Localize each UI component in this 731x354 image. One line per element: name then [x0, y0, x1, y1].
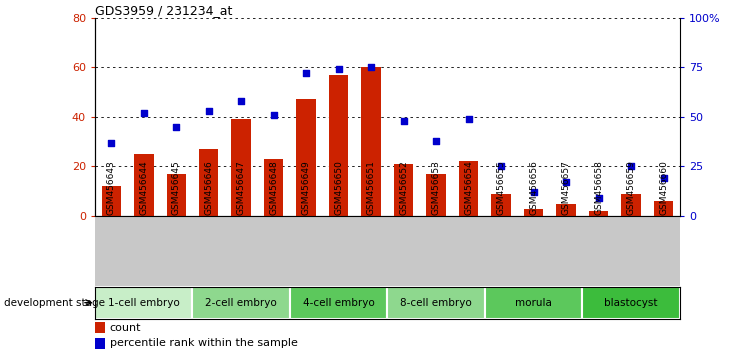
Bar	[290, 287, 387, 319]
Point	[625, 164, 637, 169]
Bar	[95, 338, 105, 349]
Text: 2-cell embryo: 2-cell embryo	[205, 298, 277, 308]
Point	[333, 67, 344, 72]
Point	[366, 64, 377, 70]
Text: blastocyst: blastocyst	[605, 298, 658, 308]
Text: 1-cell embryo: 1-cell embryo	[108, 298, 180, 308]
Bar	[524, 209, 543, 216]
Point	[593, 195, 605, 201]
Bar	[459, 161, 478, 216]
Point	[203, 108, 215, 114]
Point	[268, 112, 279, 118]
Bar	[232, 119, 251, 216]
Text: development stage: development stage	[4, 298, 105, 308]
Bar	[583, 287, 680, 319]
Text: GDS3959 / 231234_at: GDS3959 / 231234_at	[95, 4, 232, 17]
Point	[463, 116, 474, 122]
Bar	[485, 287, 583, 319]
Bar	[426, 174, 446, 216]
Point	[105, 140, 117, 145]
Point	[170, 124, 182, 130]
Bar	[654, 201, 673, 216]
Bar	[192, 287, 290, 319]
Text: 4-cell embryo: 4-cell embryo	[303, 298, 374, 308]
Bar	[95, 322, 105, 333]
Text: count: count	[110, 322, 141, 332]
Bar	[167, 174, 186, 216]
Bar	[589, 211, 608, 216]
Point	[235, 98, 247, 104]
Bar	[387, 287, 485, 319]
Bar	[199, 149, 219, 216]
Point	[431, 138, 442, 143]
Bar	[394, 164, 414, 216]
Point	[528, 189, 539, 195]
Point	[560, 179, 572, 185]
Bar	[134, 154, 154, 216]
Text: 8-cell embryo: 8-cell embryo	[401, 298, 472, 308]
Bar	[361, 67, 381, 216]
Text: percentile rank within the sample: percentile rank within the sample	[110, 338, 298, 348]
Bar	[102, 186, 121, 216]
Point	[496, 164, 507, 169]
Bar	[95, 287, 192, 319]
Bar	[329, 75, 349, 216]
Bar	[621, 194, 641, 216]
Bar	[264, 159, 284, 216]
Point	[658, 176, 670, 181]
Point	[138, 110, 150, 116]
Point	[300, 70, 312, 76]
Bar	[491, 194, 511, 216]
Bar	[556, 204, 576, 216]
Bar	[297, 99, 316, 216]
Text: morula: morula	[515, 298, 552, 308]
Point	[398, 118, 409, 124]
